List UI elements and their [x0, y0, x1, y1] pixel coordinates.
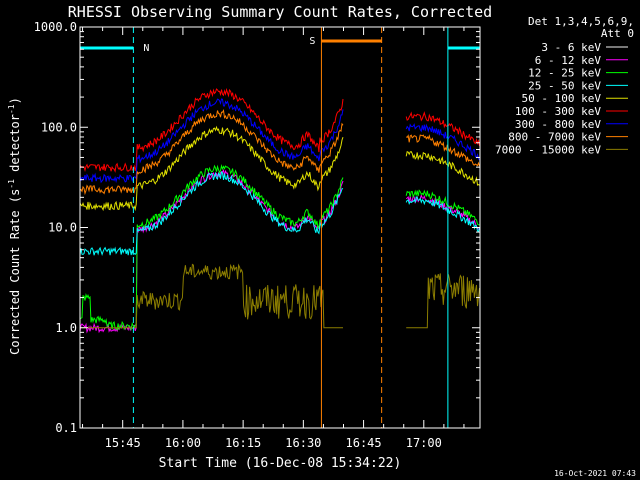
series-line: [79, 108, 480, 196]
x-tick-label: 16:15: [225, 436, 261, 450]
series-line: [79, 170, 480, 256]
legend-label: 6 - 12 keV: [535, 54, 602, 67]
legend-label: 800 - 7000 keV: [508, 131, 601, 144]
y-tick-label: 1000.0: [34, 20, 77, 34]
legend-label: 3 - 6 keV: [541, 41, 601, 54]
plot-frame: [79, 26, 481, 429]
series-line: [79, 164, 480, 331]
x-tick-label: 15:45: [105, 436, 141, 450]
y-tick-label: 0.1: [55, 421, 77, 435]
y-tick-label: 1.0: [55, 321, 77, 335]
chart-title: RHESSI Observing Summary Count Rates, Co…: [68, 3, 492, 21]
legend-label: 100 - 300 keV: [515, 105, 601, 118]
x-tick-label: 16:30: [285, 436, 321, 450]
y-axis-label: Corrected Count Rate (s-1 detector-1): [7, 97, 22, 355]
x-axis-label: Start Time (16-Dec-08 15:34:22): [159, 456, 402, 471]
night-annotation: N: [143, 43, 149, 54]
series-line: [80, 263, 480, 329]
footer-date: 16-Oct-2021 07:43: [554, 469, 636, 478]
x-tick-label: 16:45: [346, 436, 382, 450]
x-axis: 15:45 16:00 16:15 16:30 16:45 17:00: [82, 27, 465, 450]
legend-label: 7000 - 15000 keV: [495, 143, 601, 156]
saa-annotation: S: [309, 36, 315, 47]
series-line: [79, 98, 480, 184]
legend-label: 300 - 800 keV: [515, 118, 601, 131]
legend-label: 50 - 100 keV: [522, 92, 602, 105]
legend-header-line2: Att 0: [601, 27, 634, 40]
x-tick-label: 17:00: [406, 436, 442, 450]
y-tick-label: 100.0: [41, 120, 77, 134]
x-tick-label: 16:00: [165, 436, 201, 450]
series-line: [79, 125, 480, 212]
y-axis: 0.1 1.0 10.0 100.0 1000.0: [34, 20, 480, 435]
y-tick-label: 10.0: [48, 221, 77, 235]
legend-label: 25 - 50 keV: [528, 79, 601, 92]
series-line: [79, 87, 480, 173]
legend-header-line1: Det 1,3,4,5,6,9,: [528, 15, 634, 28]
legend-label: 12 - 25 keV: [528, 67, 601, 80]
